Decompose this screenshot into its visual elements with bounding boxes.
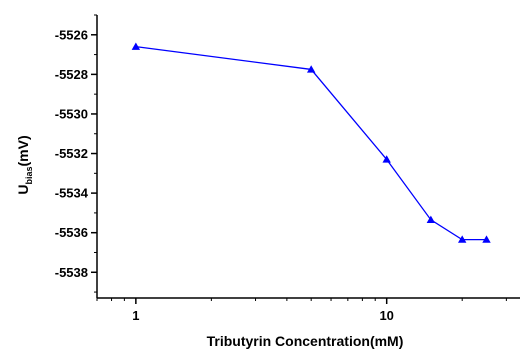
y-axis-title: Ubias(mV)	[15, 135, 34, 194]
data-point	[131, 42, 141, 50]
data-point	[426, 215, 436, 223]
y-tick-label: -5530	[55, 106, 88, 121]
y-axis-title-suffix: (mV)	[15, 135, 31, 166]
y-axis-title-subscript: bias	[24, 166, 34, 184]
y-axis-title-main: U	[15, 185, 31, 195]
series-line	[135, 46, 487, 241]
x-tick-label: 10	[379, 308, 393, 323]
data-point	[382, 155, 391, 163]
data-point	[457, 235, 467, 243]
x-axis-title: Tributyrin Concentration(mM)	[207, 333, 404, 349]
data-point	[482, 235, 491, 243]
axes	[96, 15, 520, 299]
y-tick-label: -5532	[55, 146, 88, 161]
y-tick-label: -5528	[55, 67, 88, 82]
y-tick-label: -5538	[55, 265, 88, 280]
y-tick-label: -5536	[55, 225, 88, 240]
x-tick-label: 1	[132, 308, 139, 323]
y-tick-label: -5526	[55, 27, 88, 42]
data-series	[131, 42, 491, 243]
ticks: -5526 -5528 -5530 -5532 -5534 -5536 -5538 1 10	[55, 14, 507, 323]
y-tick-label: -5534	[55, 186, 89, 201]
data-point	[306, 65, 316, 73]
